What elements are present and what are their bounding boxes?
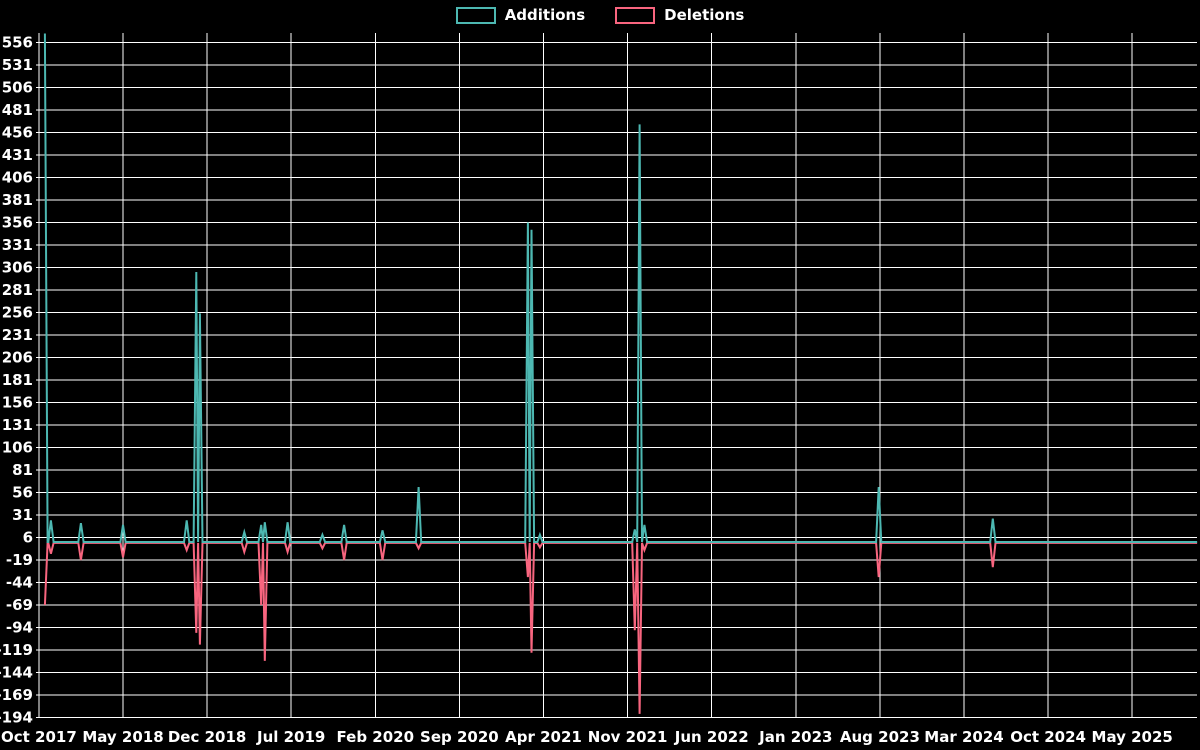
deletions-line [43,541,1198,714]
y-tick-label: 556 [2,34,33,52]
y-tick-label: -19 [6,551,33,569]
y-tick-label: 456 [2,124,33,142]
y-tick-label: 356 [2,214,33,232]
x-tick-label: Oct 2024 [1010,728,1086,746]
x-tick-label: Feb 2020 [337,728,415,746]
x-tick-label: Jan 2023 [758,728,832,746]
y-tick-label: 256 [2,304,33,322]
y-tick-label: 481 [2,101,33,119]
y-tick-label: -144 [0,664,33,682]
y-tick-label: 181 [2,371,33,389]
y-tick-label: -44 [6,574,33,592]
y-tick-label: 81 [12,461,33,479]
x-tick-label: Apr 2021 [505,728,582,746]
y-tick-label: -169 [0,686,33,704]
y-tick-label: 131 [2,416,33,434]
y-tick-label: 506 [2,79,33,97]
x-tick-label: May 2025 [1092,728,1173,746]
y-tick-label: 106 [2,439,33,457]
gridlines [36,33,1197,718]
deletions-label: Deletions [664,6,745,24]
y-tick-label: -94 [6,619,33,637]
y-tick-label: 56 [12,484,33,502]
additions-swatch-icon [455,6,496,24]
x-tick-label: Sep 2020 [420,728,499,746]
y-tick-label: 331 [2,236,33,254]
x-tick-label: Mar 2024 [924,728,1003,746]
y-tick-label: -119 [0,641,33,659]
legend-item-deletions[interactable]: Deletions [615,6,744,24]
y-tick-label: -194 [0,709,33,727]
y-tick-label: 156 [2,394,33,412]
x-axis-labels: Oct 2017 May 2018 Dec 2018 Jul 2019 Feb 2020… [1,728,1173,746]
x-tick-label: Jul 2019 [256,728,325,746]
y-tick-label: 6 [23,529,33,547]
y-tick-label: 381 [2,191,33,209]
y-tick-label: 406 [2,169,33,187]
additions-line [43,33,1198,543]
chart-legend: Additions Deletions [0,6,1200,24]
deletions-swatch-icon [615,6,656,24]
y-tick-label: 281 [2,281,33,299]
x-tick-label: Oct 2017 [1,728,77,746]
x-tick-label: Nov 2021 [588,728,668,746]
y-tick-label: 31 [12,506,33,524]
y-tick-label: 206 [2,349,33,367]
y-tick-label: 531 [2,56,33,74]
y-tick-label: -69 [6,596,33,614]
additions-label: Additions [504,6,586,24]
y-tick-label: 306 [2,259,33,277]
x-tick-label: Aug 2023 [840,728,920,746]
y-tick-label: 231 [2,326,33,344]
y-axis-labels: 556 531 506 481 456 431 406 381 356 331 306 281 256 2… [0,34,33,727]
x-tick-label: May 2018 [82,728,163,746]
x-tick-label: Dec 2018 [168,728,247,746]
legend-item-additions[interactable]: Additions [455,6,586,24]
y-tick-label: 431 [2,146,33,164]
x-tick-label: Jun 2022 [674,728,749,746]
